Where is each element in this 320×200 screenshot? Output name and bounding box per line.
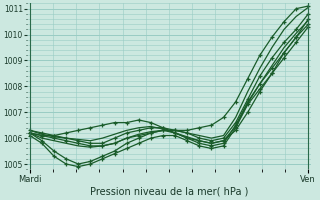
X-axis label: Pression niveau de la mer( hPa ): Pression niveau de la mer( hPa ) xyxy=(90,187,248,197)
